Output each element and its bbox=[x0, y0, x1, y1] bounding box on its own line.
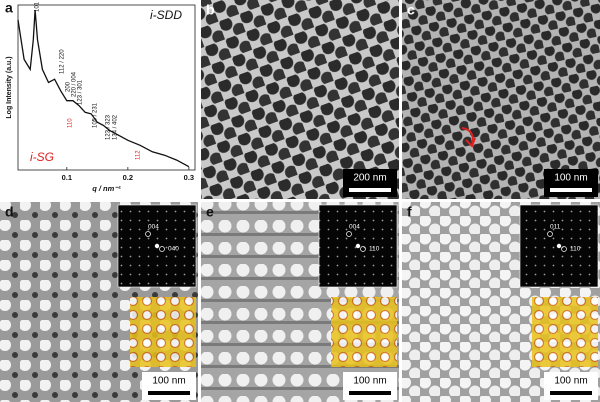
fft-spot bbox=[360, 246, 366, 252]
micrograph bbox=[201, 0, 399, 199]
fft-label: 004 bbox=[148, 224, 159, 231]
x-tick-label: 0.1 bbox=[62, 173, 72, 182]
panel-label: d bbox=[5, 204, 14, 220]
x-tick-label: 0.3 bbox=[184, 173, 194, 182]
scale-bar bbox=[349, 391, 391, 395]
scale-bar bbox=[148, 391, 190, 395]
micrograph bbox=[402, 0, 600, 199]
fft-label: 040 bbox=[168, 246, 179, 253]
scale-bar-label: 100 nm bbox=[554, 173, 587, 184]
x-tick-label: 0.2 bbox=[123, 173, 133, 182]
panel-label: a bbox=[5, 0, 13, 16]
fft-label: 011 bbox=[550, 224, 561, 231]
lattice-overlay bbox=[532, 297, 598, 367]
panel-label: b bbox=[206, 2, 215, 18]
scale-bar-label: 100 nm bbox=[353, 376, 386, 387]
annotation: 200 bbox=[66, 81, 72, 92]
annotation: i-SDD bbox=[150, 8, 182, 22]
fft-label: 004 bbox=[349, 224, 360, 231]
annotation: 101 bbox=[35, 1, 41, 12]
scale-bar bbox=[349, 188, 391, 192]
annotation: 112 bbox=[136, 150, 142, 160]
scale-bar-box bbox=[544, 372, 598, 400]
plot-frame bbox=[17, 4, 196, 171]
saxs-curve bbox=[17, 9, 190, 168]
annotation: i-SG bbox=[30, 150, 54, 164]
annotation: 110 bbox=[68, 118, 74, 128]
annotation: 134 / 402 bbox=[113, 114, 119, 140]
lattice-overlay bbox=[331, 297, 397, 367]
fft-center bbox=[154, 243, 160, 249]
annotation: 105 / 231 bbox=[93, 102, 99, 128]
y-axis-label: Log Intensity (a.u.) bbox=[6, 56, 13, 118]
fft-label: 110 bbox=[570, 246, 581, 253]
annotation: 123 / 323 bbox=[106, 114, 112, 140]
scale-bar bbox=[550, 391, 592, 395]
fft-spot bbox=[145, 231, 151, 237]
scale-bar-label: 100 nm bbox=[554, 376, 587, 387]
lattice-overlay bbox=[130, 297, 196, 367]
panel-label: f bbox=[407, 204, 412, 220]
scale-bar-box bbox=[343, 372, 397, 400]
annotation: 220 / 004 bbox=[72, 71, 78, 97]
scale-bar-box bbox=[142, 372, 196, 400]
fft-spot bbox=[561, 246, 567, 252]
fft-label: 110 bbox=[369, 246, 380, 253]
fft-spot bbox=[159, 246, 165, 252]
panel-label: c bbox=[407, 2, 415, 18]
scale-bar-label: 200 nm bbox=[353, 173, 386, 184]
x-axis-label: q / nm⁻¹ bbox=[92, 184, 121, 193]
fft-spot bbox=[346, 231, 352, 237]
annotation: 123 / 301 bbox=[78, 79, 84, 105]
fft-center bbox=[556, 243, 562, 249]
panel-label: e bbox=[206, 204, 214, 220]
scale-bar-box bbox=[544, 169, 598, 197]
scale-bar-box bbox=[343, 169, 397, 197]
arrow-head bbox=[465, 137, 476, 148]
scale-bar bbox=[550, 188, 592, 192]
fft-center bbox=[355, 243, 361, 249]
annotation: 112 / 220 bbox=[60, 49, 66, 74]
scale-bar-label: 100 nm bbox=[152, 376, 185, 387]
fft-spot bbox=[547, 231, 553, 237]
